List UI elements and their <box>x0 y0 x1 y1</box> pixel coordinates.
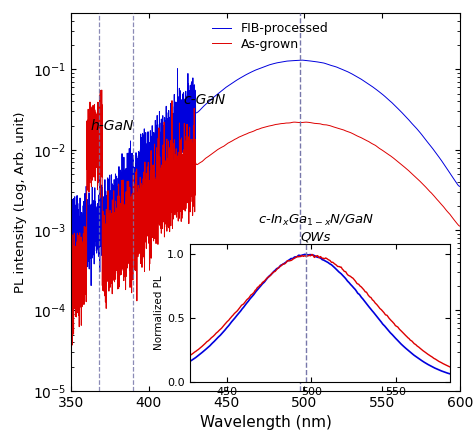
FIB-processed <box>88 220 93 225</box>
As-grown <box>99 87 105 93</box>
FIB-processed <box>209 96 215 101</box>
As-grown <box>68 258 74 263</box>
As-grown <box>315 121 321 126</box>
Text: c-GaN: c-GaN <box>184 93 226 107</box>
FIB-processed <box>457 184 463 189</box>
As-grown <box>69 342 75 348</box>
As-grown <box>298 120 304 125</box>
FIB-processed <box>377 90 383 95</box>
Legend: FIB-processed, As-grown: FIB-processed, As-grown <box>207 17 334 56</box>
Text: h-GaN: h-GaN <box>91 119 134 133</box>
FIB-processed <box>356 75 362 81</box>
FIB-processed <box>76 287 82 292</box>
As-grown <box>209 151 215 156</box>
FIB-processed <box>315 59 321 65</box>
FIB-processed <box>299 57 304 63</box>
Text: c-In$_x$Ga$_{1-x}$N/GaN
QWs: c-In$_x$Ga$_{1-x}$N/GaN QWs <box>258 214 374 243</box>
FIB-processed <box>68 216 74 221</box>
As-grown <box>377 146 383 151</box>
X-axis label: Wavelength (nm): Wavelength (nm) <box>200 415 331 430</box>
As-grown <box>88 153 93 159</box>
Y-axis label: Normalized PL: Normalized PL <box>155 276 164 350</box>
As-grown <box>356 134 362 139</box>
FIB-processed <box>298 57 304 63</box>
Y-axis label: PL intensity (Log, Arb. unit): PL intensity (Log, Arb. unit) <box>14 111 27 293</box>
As-grown <box>457 223 463 229</box>
Line: FIB-processed: FIB-processed <box>71 60 460 289</box>
Line: As-grown: As-grown <box>71 90 460 345</box>
